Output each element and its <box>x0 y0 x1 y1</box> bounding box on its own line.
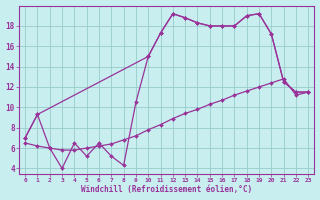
X-axis label: Windchill (Refroidissement éolien,°C): Windchill (Refroidissement éolien,°C) <box>81 185 252 194</box>
